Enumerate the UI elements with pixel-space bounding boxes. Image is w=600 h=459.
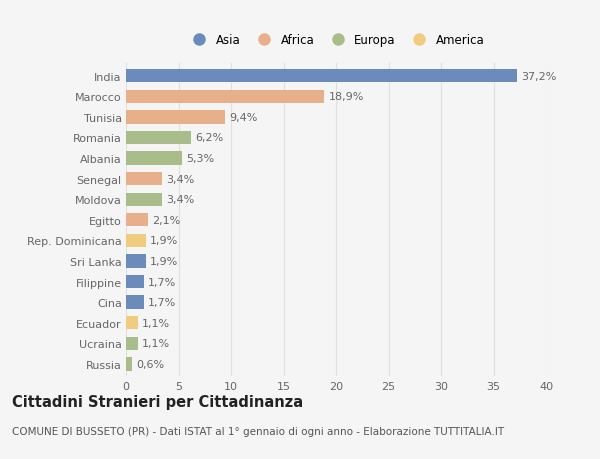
Text: 2,1%: 2,1% xyxy=(152,215,181,225)
Text: 1,1%: 1,1% xyxy=(142,318,170,328)
Bar xyxy=(126,90,325,104)
Bar xyxy=(126,152,182,165)
Text: Cittadini Stranieri per Cittadinanza: Cittadini Stranieri per Cittadinanza xyxy=(12,394,303,409)
Bar xyxy=(126,316,137,330)
Bar xyxy=(126,111,224,124)
Bar xyxy=(126,193,162,207)
Text: 3,4%: 3,4% xyxy=(166,174,194,184)
Text: 9,4%: 9,4% xyxy=(229,112,257,123)
Text: 1,9%: 1,9% xyxy=(150,257,178,266)
Bar xyxy=(126,173,162,186)
Legend: Asia, Africa, Europa, America: Asia, Africa, Europa, America xyxy=(187,34,485,47)
Text: 0,6%: 0,6% xyxy=(137,359,164,369)
Text: 6,2%: 6,2% xyxy=(196,133,224,143)
Text: 5,3%: 5,3% xyxy=(186,154,214,164)
Bar xyxy=(126,255,146,268)
Text: 1,1%: 1,1% xyxy=(142,339,170,348)
Bar xyxy=(126,337,137,350)
Text: COMUNE DI BUSSETO (PR) - Dati ISTAT al 1° gennaio di ogni anno - Elaborazione TU: COMUNE DI BUSSETO (PR) - Dati ISTAT al 1… xyxy=(12,426,504,436)
Text: 1,9%: 1,9% xyxy=(150,236,178,246)
Text: 18,9%: 18,9% xyxy=(329,92,364,102)
Bar xyxy=(126,275,144,289)
Text: 3,4%: 3,4% xyxy=(166,195,194,205)
Text: 1,7%: 1,7% xyxy=(148,297,176,308)
Bar xyxy=(126,213,148,227)
Bar xyxy=(126,358,133,371)
Bar xyxy=(126,70,517,83)
Text: 1,7%: 1,7% xyxy=(148,277,176,287)
Bar xyxy=(126,132,191,145)
Bar xyxy=(126,234,146,247)
Bar xyxy=(126,296,144,309)
Text: 37,2%: 37,2% xyxy=(521,72,556,82)
